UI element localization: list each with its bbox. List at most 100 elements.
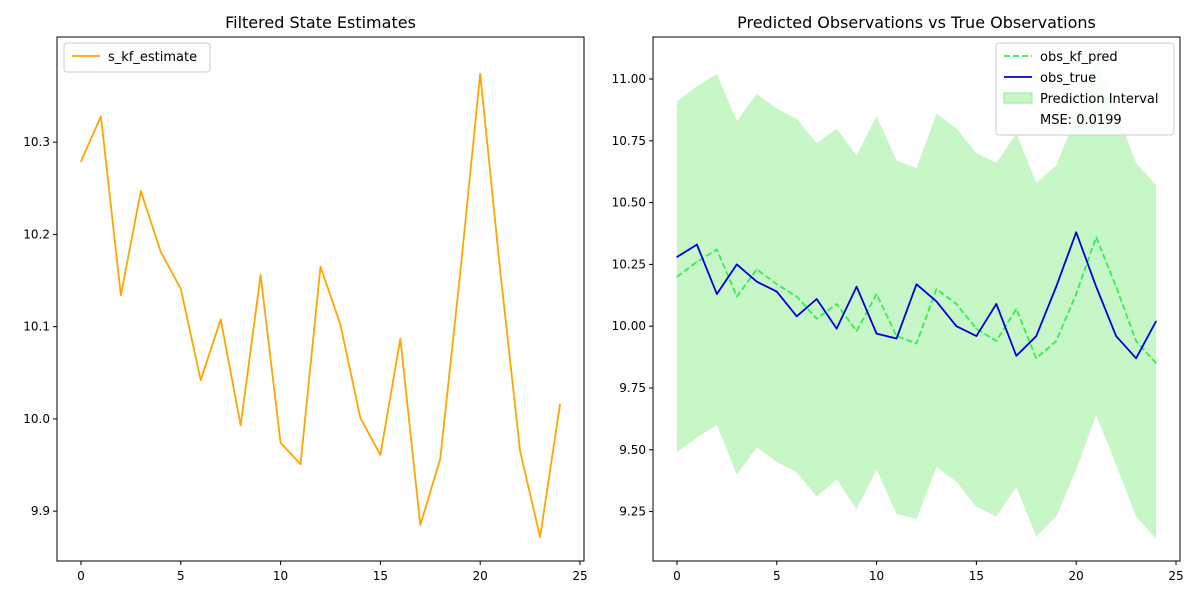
data-point-s_kf_estimate: [180, 288, 182, 290]
data-point-obs_kf_pred: [776, 283, 778, 285]
data-point-obs_true: [895, 337, 898, 340]
legend: s_kf_estimate: [63, 42, 211, 73]
y-tick-label: 10.2: [23, 227, 50, 241]
data-point-obs_true: [856, 286, 858, 288]
legend-label: obs_kf_pred: [1040, 50, 1118, 65]
data-point-obs_kf_pred: [975, 328, 977, 330]
legend-label: Prediction Interval: [1040, 92, 1159, 107]
data-point-s_kf_estimate: [439, 457, 441, 460]
data-point-obs_kf_pred: [955, 303, 958, 305]
x-tick-label: 10: [273, 569, 288, 583]
chart-panel-1: Filtered State Estimates 0 5 10 15 20 25 9.9 10.…: [23, 13, 587, 583]
data-point-obs_true: [736, 263, 738, 265]
prediction-interval-band: [676, 61, 1157, 539]
y-tick-label: 10.3: [23, 135, 50, 149]
data-point-obs_kf_pred: [736, 295, 738, 298]
legend-label: s_kf_estimate: [108, 50, 197, 65]
plot-area-frame: [56, 36, 585, 562]
x-tick-label: 15: [373, 569, 388, 583]
data-point-obs_true: [935, 300, 938, 303]
data-point-obs_true: [696, 244, 698, 246]
data-point-obs_true: [836, 328, 838, 330]
legend-label: obs_true: [1040, 71, 1096, 86]
data-point-obs_kf_pred: [1135, 340, 1137, 342]
legend: obs_kf_pred obs_true Prediction Interval MS…: [995, 42, 1175, 136]
data-point-obs_true: [975, 335, 977, 337]
data-point-s_kf_estimate: [459, 272, 461, 274]
legend-swatch-band: [1003, 92, 1033, 104]
x-tick-label: 15: [969, 569, 984, 583]
data-point-s_kf_estimate: [120, 294, 122, 296]
x-tick-label: 5: [773, 569, 781, 583]
data-point-s_kf_estimate: [240, 424, 242, 426]
chart-title: Predicted Observations vs True Observati…: [737, 13, 1096, 32]
data-point-s_kf_estimate: [160, 251, 162, 253]
x-tick-label: 5: [177, 569, 185, 583]
y-tick-label: 10.50: [612, 196, 646, 210]
data-point-s_kf_estimate: [339, 324, 342, 326]
data-point-s_kf_estimate: [359, 417, 362, 419]
plot-area-frame: [652, 36, 1181, 562]
data-point-obs_kf_pred: [995, 340, 997, 342]
data-point-obs_true: [1115, 335, 1117, 337]
data-point-s_kf_estimate: [319, 266, 322, 268]
data-point-obs_true: [995, 303, 997, 305]
y-tick-label: 10.0: [23, 412, 50, 426]
data-point-s_kf_estimate: [100, 115, 102, 117]
data-point-obs_true: [1035, 335, 1037, 337]
y-tick-label: 10.1: [23, 320, 50, 334]
y-tick-label: 10.00: [612, 319, 646, 333]
data-point-obs_true: [676, 256, 678, 258]
data-point-obs_kf_pred: [836, 303, 838, 305]
x-tick-label: 0: [77, 569, 85, 583]
data-point-s_kf_estimate: [80, 160, 82, 163]
data-point-obs_true: [796, 315, 798, 317]
data-point-obs_true: [1135, 357, 1137, 359]
data-point-obs_true: [776, 290, 778, 293]
data-point-obs_true: [1095, 286, 1097, 288]
y-tick-label: 10.75: [612, 134, 646, 148]
data-point-obs_kf_pred: [1095, 236, 1097, 238]
data-point-obs_kf_pred: [1155, 362, 1157, 364]
y-tick-label: 9.9: [31, 504, 50, 518]
data-point-obs_kf_pred: [676, 276, 678, 278]
data-point-s_kf_estimate: [499, 269, 501, 272]
data-point-obs_kf_pred: [1075, 293, 1077, 295]
data-point-obs_true: [1075, 231, 1077, 233]
data-point-obs_kf_pred: [856, 330, 858, 332]
data-point-s_kf_estimate: [399, 338, 401, 340]
data-point-s_kf_estimate: [379, 454, 381, 456]
data-point-s_kf_estimate: [539, 536, 541, 538]
data-point-obs_kf_pred: [756, 268, 758, 270]
data-point-obs_true: [915, 283, 918, 285]
data-point-s_kf_estimate: [260, 274, 262, 276]
x-tick-label: 20: [1069, 569, 1084, 583]
y-tick-label: 9.75: [619, 381, 646, 395]
data-point-obs_true: [1015, 355, 1017, 357]
y-tick-label: 9.50: [619, 443, 646, 457]
x-tick-label: 10: [869, 569, 884, 583]
data-point-obs_true: [1055, 286, 1057, 288]
legend-box: [63, 42, 211, 73]
data-point-obs_true: [816, 298, 818, 300]
data-point-obs_kf_pred: [796, 295, 798, 298]
data-point-s_kf_estimate: [519, 450, 521, 452]
x-tick-label: 25: [1168, 569, 1183, 583]
data-point-obs_kf_pred: [816, 318, 818, 320]
data-point-obs_kf_pred: [935, 288, 938, 290]
data-point-obs_kf_pred: [875, 293, 878, 295]
data-point-obs_kf_pred: [1015, 308, 1017, 310]
data-point-s_kf_estimate: [140, 190, 142, 192]
y-tick-label: 11.00: [612, 72, 646, 86]
data-point-obs_kf_pred: [696, 261, 698, 263]
data-point-s_kf_estimate: [200, 379, 202, 381]
data-point-s_kf_estimate: [299, 463, 302, 465]
mse-annotation: MSE: 0.0199: [1040, 113, 1122, 128]
x-tick-label: 25: [572, 569, 587, 583]
data-point-obs_kf_pred: [1055, 340, 1057, 342]
data-point-s_kf_estimate: [479, 73, 481, 75]
data-point-obs_true: [1155, 320, 1157, 322]
data-point-s_kf_estimate: [279, 442, 282, 444]
data-point-obs_kf_pred: [915, 342, 918, 345]
